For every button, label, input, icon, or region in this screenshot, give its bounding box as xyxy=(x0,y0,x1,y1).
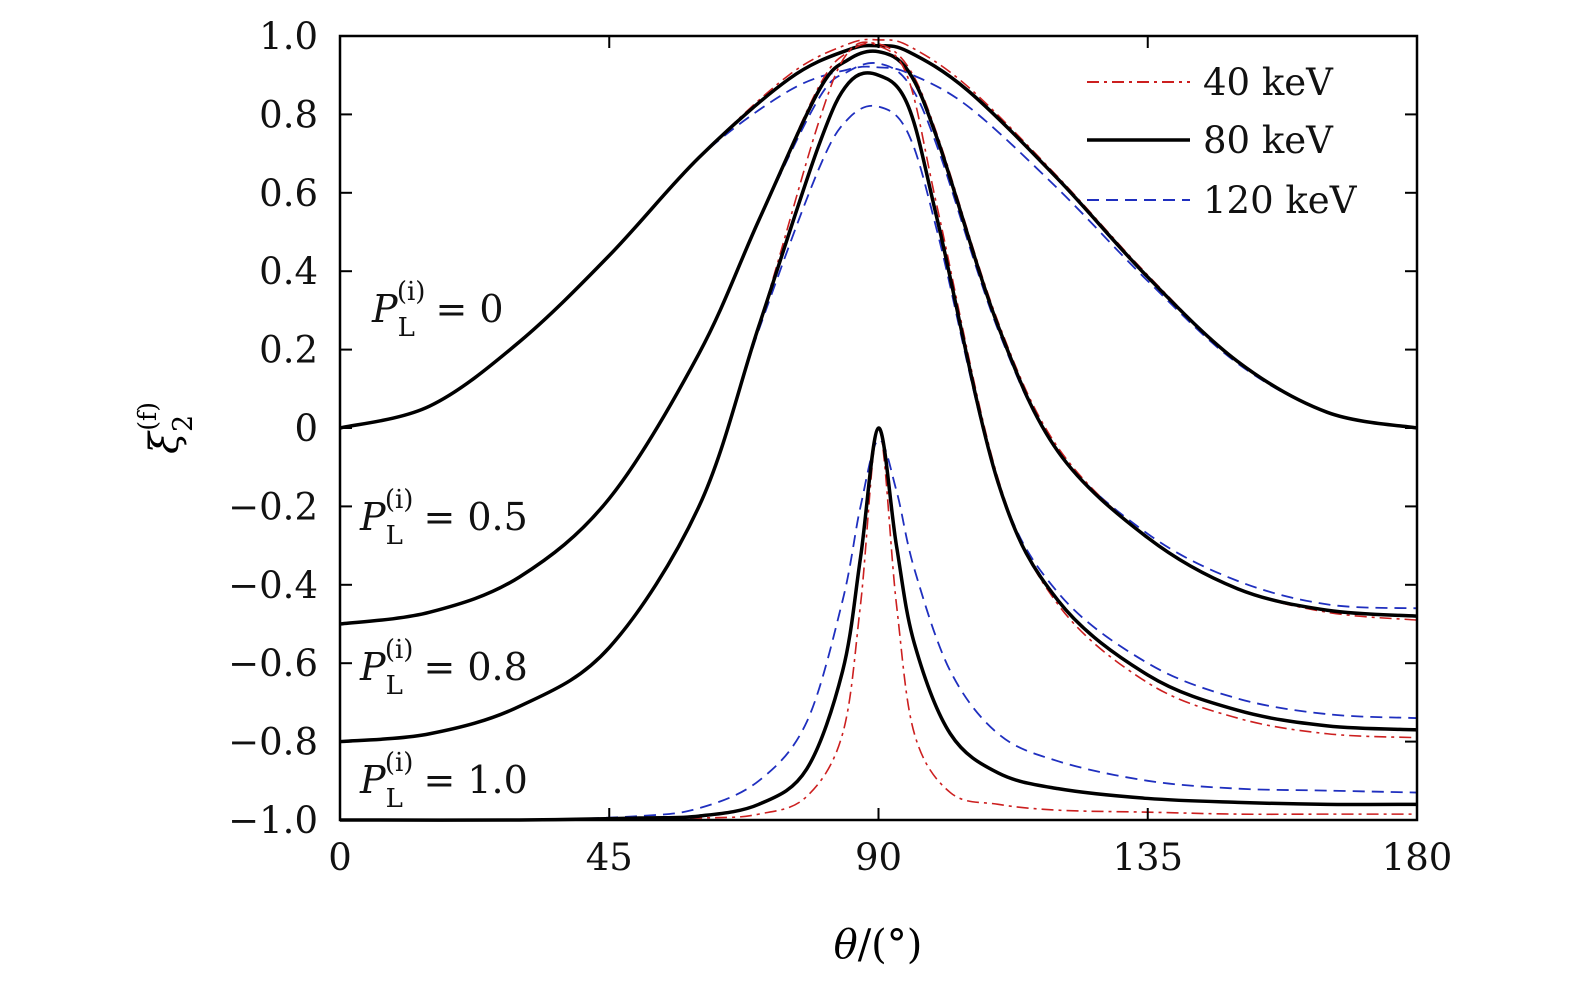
y-tick-label: −1.0 xyxy=(228,799,318,842)
legend: 40 keV 80 keV 120 keV xyxy=(1087,61,1358,222)
svg-text:PL(i)= 1.0: PL(i) = 1.0 xyxy=(359,748,528,814)
x-axis-title: θ/(°) xyxy=(834,922,923,968)
y-tick-label: 0 xyxy=(294,407,318,450)
x-tick-label: 0 xyxy=(328,836,352,879)
y-tick-label: 0.4 xyxy=(259,250,318,293)
curve-label-pl-0.8: PL(i) = 0.8 xyxy=(359,635,528,701)
svg-text:PL(i)= 0.5: PL(i) = 0.5 xyxy=(359,485,528,551)
y-tick-label: 0.8 xyxy=(259,93,318,136)
axis-ticks: 0 45 90 135 180 1.0 0.8 0.6 0.4 0.2 0 −0.2 −0.4 −0.6 −… xyxy=(228,15,1452,879)
x-tick-label: 45 xyxy=(586,836,633,879)
series-line-pl1-80kev xyxy=(339,426,1418,822)
y-tick-label: −0.2 xyxy=(228,485,318,528)
series-line-pl1-40kev xyxy=(339,427,1417,821)
svg-text:PL(i)= 0: PL(i) = 0 xyxy=(371,277,504,343)
plot-curves xyxy=(339,38,1418,822)
y-tick-label: 0.6 xyxy=(259,172,318,215)
x-tick-label: 180 xyxy=(1382,836,1453,879)
legend-label-40kev: 40 keV xyxy=(1203,61,1334,104)
y-tick-label: −0.8 xyxy=(228,721,318,764)
svg-text:θ/(°): θ/(°) xyxy=(834,922,923,968)
y-tick-label: 1.0 xyxy=(259,15,318,58)
curve-label-pl-0.5: PL(i) = 0.5 xyxy=(359,485,528,551)
legend-label-120kev: 120 keV xyxy=(1203,179,1358,222)
series-line-pl0.8-80kev xyxy=(339,71,1418,744)
y-axis-title: ξ2(f) xyxy=(133,402,199,454)
curve-label-pl-0: PL(i) = 0 xyxy=(371,277,504,343)
curve-label-pl-1.0: PL(i) = 1.0 xyxy=(359,748,528,814)
x-tick-label: 135 xyxy=(1112,836,1183,879)
svg-text:ξ2(f): ξ2(f) xyxy=(133,402,199,454)
series-line-pl0.5-80kev xyxy=(339,49,1418,626)
x-tick-label: 90 xyxy=(855,836,902,879)
legend-label-80kev: 80 keV xyxy=(1203,119,1334,162)
y-tick-label: 0.2 xyxy=(259,329,318,372)
svg-text:PL(i)= 0.8: PL(i) = 0.8 xyxy=(359,635,528,701)
series-line-pl0.5-120kev xyxy=(339,62,1418,625)
y-tick-label: −0.4 xyxy=(228,564,318,607)
y-tick-label: −0.6 xyxy=(228,642,318,685)
